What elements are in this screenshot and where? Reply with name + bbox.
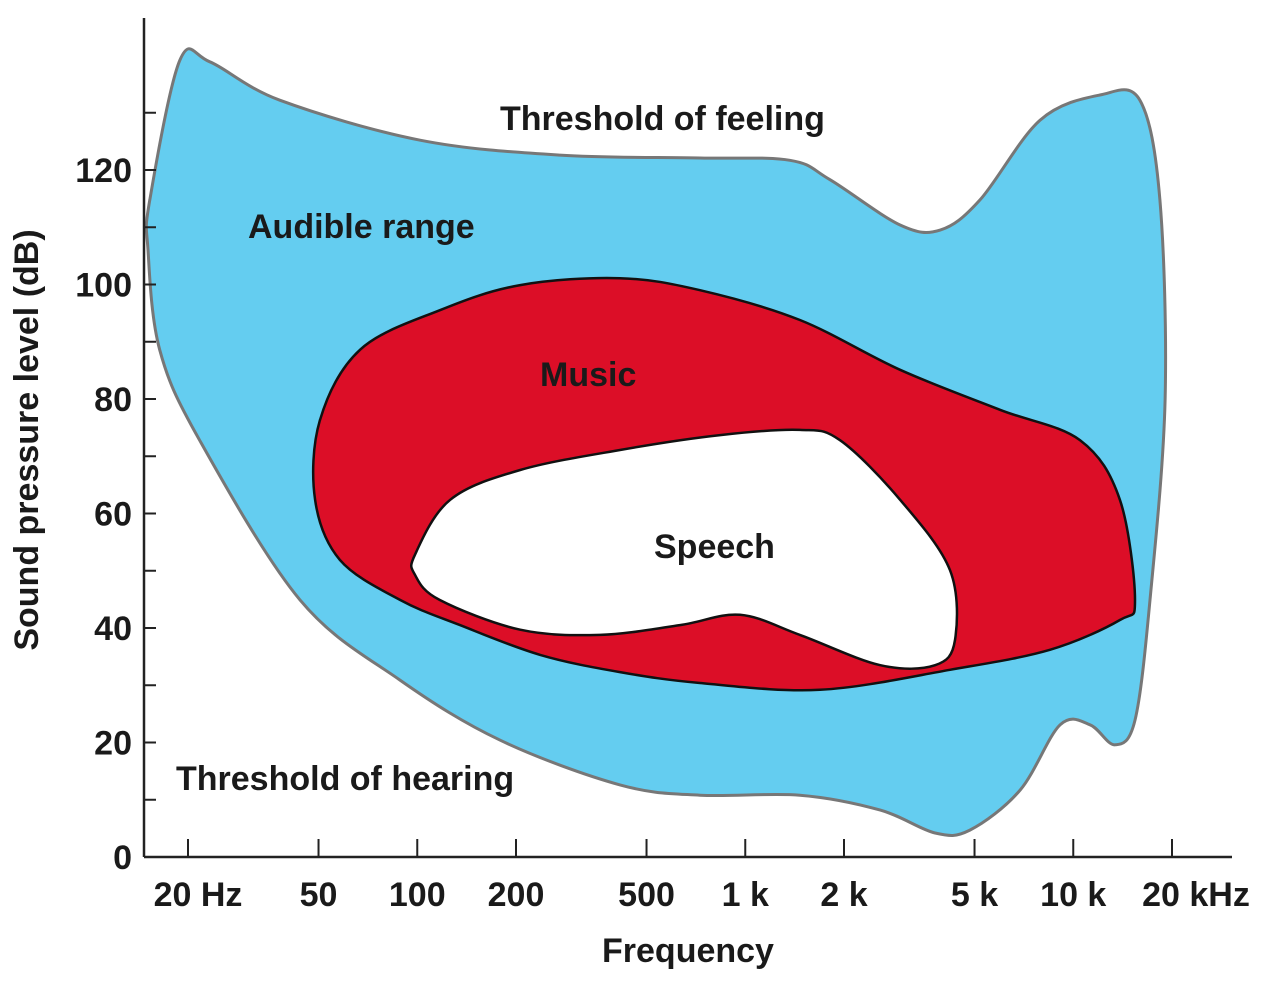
annotation-speech: Speech <box>654 528 775 566</box>
x-tick-label: 100 <box>389 876 446 914</box>
ticks: 0 20 40 60 80 100 120 20 Hz 50 100 200 500 1 k 2 k 5 k… <box>75 111 1250 914</box>
axes <box>142 18 1232 859</box>
x-tick-label: 2 k <box>820 876 867 914</box>
x-axis-title: Frequency <box>602 932 774 970</box>
x-tick-label: 200 <box>488 876 545 914</box>
region-speech <box>410 428 959 670</box>
x-tick-label: 500 <box>618 876 675 914</box>
y-axis-title: Sound pressure level (dB) <box>8 229 46 650</box>
annotation-audible-range: Audible range <box>248 208 475 246</box>
annotation-threshold-feeling: Threshold of feeling <box>500 100 825 138</box>
x-tick-label: 5 k <box>951 876 998 914</box>
x-tick-label: 20 Hz <box>154 876 243 914</box>
y-tick-label: 20 <box>94 725 132 763</box>
x-tick-label: 20 kHz <box>1142 876 1250 914</box>
regions <box>144 47 1168 837</box>
x-tick-label: 1 k <box>722 876 769 914</box>
annotation-music: Music <box>540 356 636 394</box>
annotation-threshold-hearing: Threshold of hearing <box>176 760 514 798</box>
x-tick-label: 10 k <box>1040 876 1106 914</box>
y-tick-label: 0 <box>113 839 132 877</box>
y-tick-label: 60 <box>94 496 132 534</box>
y-tick-label: 40 <box>94 610 132 648</box>
y-tick-label: 100 <box>75 267 132 305</box>
y-tick-label: 120 <box>75 152 132 190</box>
y-tick-label: 80 <box>94 381 132 419</box>
x-tick-label: 50 <box>300 876 338 914</box>
